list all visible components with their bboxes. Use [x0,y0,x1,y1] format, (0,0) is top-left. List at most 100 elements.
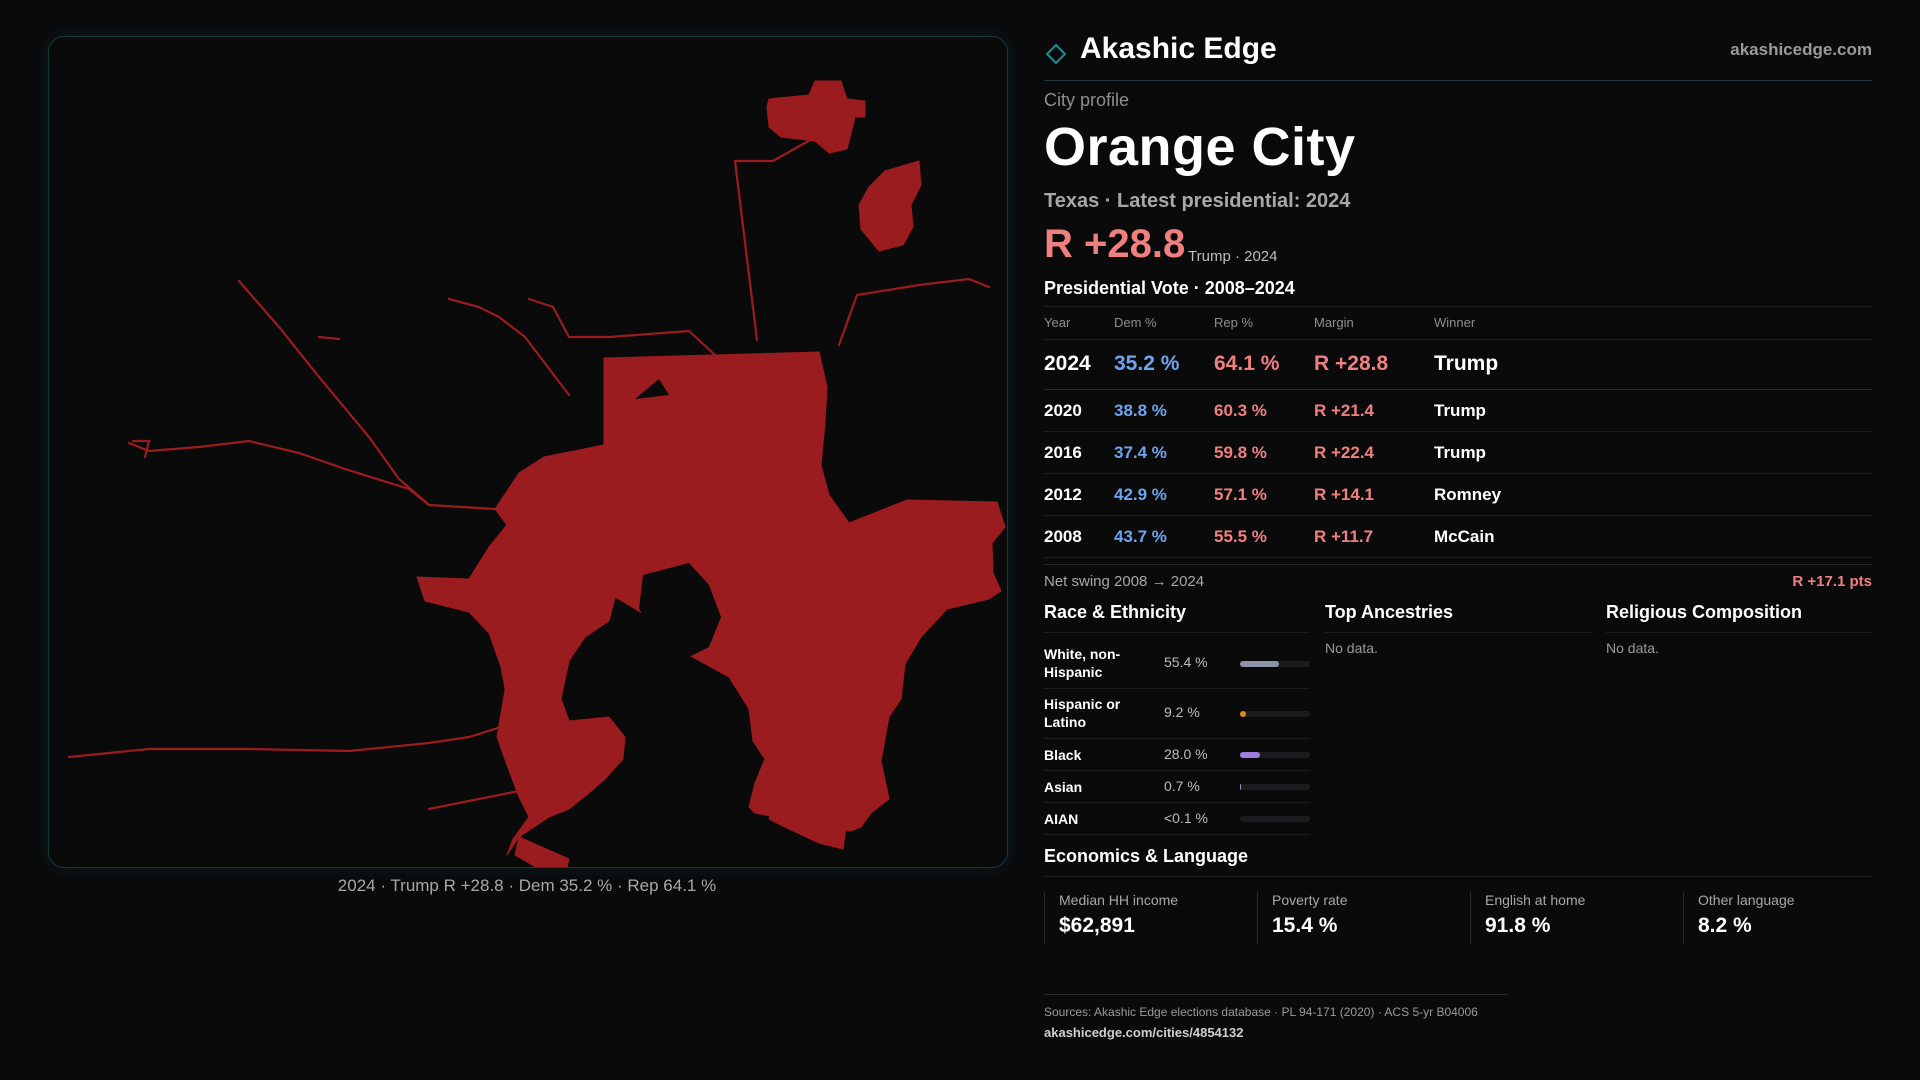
row-year: 2008 [1044,527,1082,546]
row-winner: Trump [1434,352,1499,375]
row-rep: 59.8 % [1214,443,1267,462]
row-year: 2012 [1044,485,1082,504]
votes-section-title: Presidential Vote · 2008–2024 [1044,278,1295,298]
city-boundary-se-parcel [768,752,860,850]
race-label: Asian [1044,779,1083,795]
ancestries-empty: No data. [1325,640,1378,656]
net-swing-label: Net swing 2008 → 2024 [1044,573,1205,590]
row-rep: 64.1 % [1214,352,1280,375]
sources-text: Sources: Akashic Edge elections database… [1044,1005,1478,1019]
economics-divider [1044,876,1872,877]
stat-card-other-language: Other language 8.2 % [1683,892,1884,944]
row-winner: Trump [1434,401,1486,420]
brand-url-link[interactable]: akashicedge.com [1730,40,1872,59]
city-boundary-east-parcel [858,160,922,252]
stat-label: Median HH income [1059,892,1179,908]
ancestries-section-title: Top Ancestries [1325,602,1454,622]
city-boundary-north-parcel [766,80,866,154]
stat-label: Poverty rate [1272,892,1348,908]
brand-header: Akashic Edge akashicedge.com [1044,30,1872,81]
religion-divider [1606,632,1872,633]
race-bar [1240,661,1310,667]
page-subtitle: Texas · Latest presidential: 2024 [1044,190,1351,212]
table-row: 2020 38.8 % 60.3 % R +21.4 Trump [1044,390,1872,432]
table-row: 2012 42.9 % 57.1 % R +14.1 Romney [1044,474,1872,516]
row-winner: Trump [1434,443,1486,462]
column-header-rep: Rep % [1214,315,1254,330]
race-section-title: Race & Ethnicity [1044,602,1187,622]
row-dem: 42.9 % [1114,485,1167,504]
stat-card-english: English at home 91.8 % [1470,892,1671,944]
race-row: White, non-Hispanic 55.4 % [1044,640,1310,689]
race-bar-fill [1240,711,1247,717]
page-kicker: City profile [1044,90,1130,110]
ancestries-divider [1325,632,1591,633]
row-dem: 43.7 % [1114,527,1167,546]
race-row: Asian 0.7 % [1044,772,1310,803]
brand-name: Akashic Edge [1080,32,1277,65]
stat-value: 8.2 % [1698,914,1752,937]
latest-margin: R +28.8 [1044,222,1186,266]
race-label: AIAN [1044,811,1079,827]
religion-empty: No data. [1606,640,1659,656]
sources-divider [1044,994,1508,995]
stat-value: $62,891 [1059,914,1135,937]
column-header-year: Year [1044,315,1071,330]
column-header-winner: Winner [1434,315,1476,330]
row-rep: 60.3 % [1214,401,1267,420]
row-margin: R +28.8 [1314,352,1389,375]
stat-card-poverty: Poverty rate 15.4 % [1257,892,1458,944]
diamond-logo-icon [1046,44,1066,64]
page-title: Orange City [1044,117,1356,177]
race-value: 9.2 % [1164,704,1200,720]
race-bar [1240,816,1310,822]
race-bar-fill [1240,752,1260,758]
city-boundary-map [67,80,1006,867]
row-margin: R +21.4 [1314,401,1375,420]
city-map[interactable] [48,36,1008,868]
race-bar [1240,784,1310,790]
row-year: 2024 [1044,352,1091,375]
net-swing-row: Net swing 2008 → 2024 R +17.1 pts [1044,564,1872,595]
row-dem: 35.2 % [1114,352,1180,375]
table-row: 2008 43.7 % 55.5 % R +11.7 McCain [1044,516,1872,558]
net-swing-value: R +17.1 pts [1792,573,1872,590]
table-row: 2016 37.4 % 59.8 % R +22.4 Trump [1044,432,1872,474]
race-label: White, non-Hispanic [1044,646,1121,680]
race-divider [1044,632,1310,633]
race-bar [1240,752,1310,758]
race-bar-fill [1240,784,1242,790]
row-dem: 37.4 % [1114,443,1167,462]
race-row: Black 28.0 % [1044,740,1310,771]
row-dem: 38.8 % [1114,401,1167,420]
race-value: 0.7 % [1164,778,1200,794]
latest-margin-note: Trump · 2024 [1188,248,1278,265]
race-row: Hispanic or Latino 9.2 % [1044,690,1310,739]
table-header: Year Dem % Rep % Margin Winner [1044,307,1872,340]
table-row: 2024 35.2 % 64.1 % R +28.8 Trump [1044,340,1872,390]
race-label: Hispanic or Latino [1044,696,1121,730]
row-rep: 55.5 % [1214,527,1267,546]
stat-card-income: Median HH income $62,891 [1044,892,1245,944]
row-winner: McCain [1434,527,1495,546]
race-row: AIAN <0.1 % [1044,804,1310,835]
row-year: 2016 [1044,443,1082,462]
row-rep: 57.1 % [1214,485,1267,504]
row-year: 2020 [1044,401,1082,420]
row-margin: R +22.4 [1314,443,1375,462]
economics-section-title: Economics & Language [1044,846,1249,866]
stat-value: 91.8 % [1485,914,1551,937]
race-value: 55.4 % [1164,654,1208,670]
stat-label: Other language [1698,892,1795,908]
race-bar [1240,711,1310,717]
row-winner: Romney [1434,485,1502,504]
race-bar-fill [1240,661,1279,667]
column-header-dem: Dem % [1114,315,1157,330]
sources-url-link[interactable]: akashicedge.com/cities/4854132 [1044,1025,1244,1040]
stat-value: 15.4 % [1272,914,1338,937]
presidential-vote-table: Year Dem % Rep % Margin Winner 2024 35.2… [1044,306,1872,558]
religion-section-title: Religious Composition [1606,602,1802,622]
column-header-margin: Margin [1314,315,1354,330]
row-margin: R +14.1 [1314,485,1375,504]
stat-label: English at home [1485,892,1586,908]
